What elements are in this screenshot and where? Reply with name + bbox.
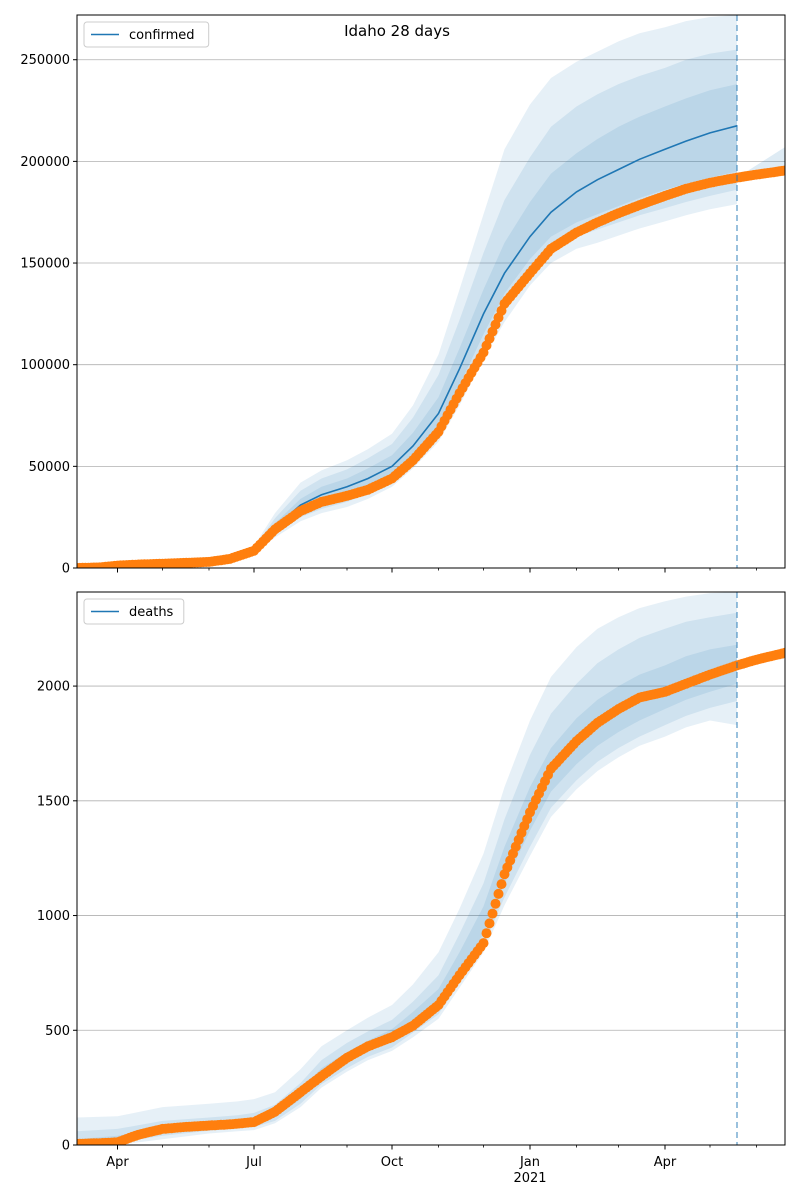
observed-point <box>490 898 501 909</box>
x-tick-label: Apr <box>106 1155 129 1170</box>
observed-point <box>780 165 785 176</box>
axes-frame <box>76 591 786 1146</box>
y-tick-label: 2000 <box>37 680 70 695</box>
legend: deaths <box>83 598 185 625</box>
y-tick-label: 150000 <box>20 257 70 272</box>
y-tick-label: 1500 <box>37 794 70 809</box>
y-tick-label: 0 <box>62 562 70 577</box>
observed-point <box>493 888 504 899</box>
axes-frame <box>76 14 786 569</box>
y-tick-label: 250000 <box>20 53 70 68</box>
legend-box <box>83 21 210 48</box>
x-tick-label: Jul <box>245 1155 262 1170</box>
y-tick-label: 200000 <box>20 155 70 170</box>
band-80 <box>77 49 737 568</box>
observed-point <box>484 918 495 929</box>
observed-point <box>487 908 498 919</box>
x-tick-label: Apr <box>654 1155 677 1170</box>
y-tick-label: 100000 <box>20 358 70 373</box>
chart-confirmed: 0 50000 100000 150000 200000 250000 confirmed <box>20 14 786 577</box>
observed-point <box>780 647 785 658</box>
y-tick-label: 500 <box>45 1024 70 1039</box>
legend-label: confirmed <box>129 28 195 43</box>
y-tick-label: 50000 <box>29 460 70 475</box>
band-95 <box>77 15 737 568</box>
figure-title: Idaho 28 days <box>344 22 450 40</box>
plot-area <box>77 592 785 1145</box>
band-50 <box>77 84 737 568</box>
y-tick-label: 0 <box>62 1139 70 1154</box>
band-95 <box>77 592 737 1145</box>
legend-label: deaths <box>129 605 174 620</box>
x-tick-label: Jan <box>519 1155 540 1170</box>
observed-point <box>478 938 489 949</box>
observed-point <box>481 928 492 939</box>
y-tick-label: 1000 <box>37 909 70 924</box>
plot-area <box>77 15 785 568</box>
x-tick-label: Oct <box>381 1155 403 1170</box>
x-tick-sublabel: 2021 <box>513 1171 546 1186</box>
legend: confirmed <box>83 21 210 48</box>
legend-box <box>83 598 185 625</box>
band-50 <box>77 644 737 1144</box>
observed-point <box>496 879 507 890</box>
